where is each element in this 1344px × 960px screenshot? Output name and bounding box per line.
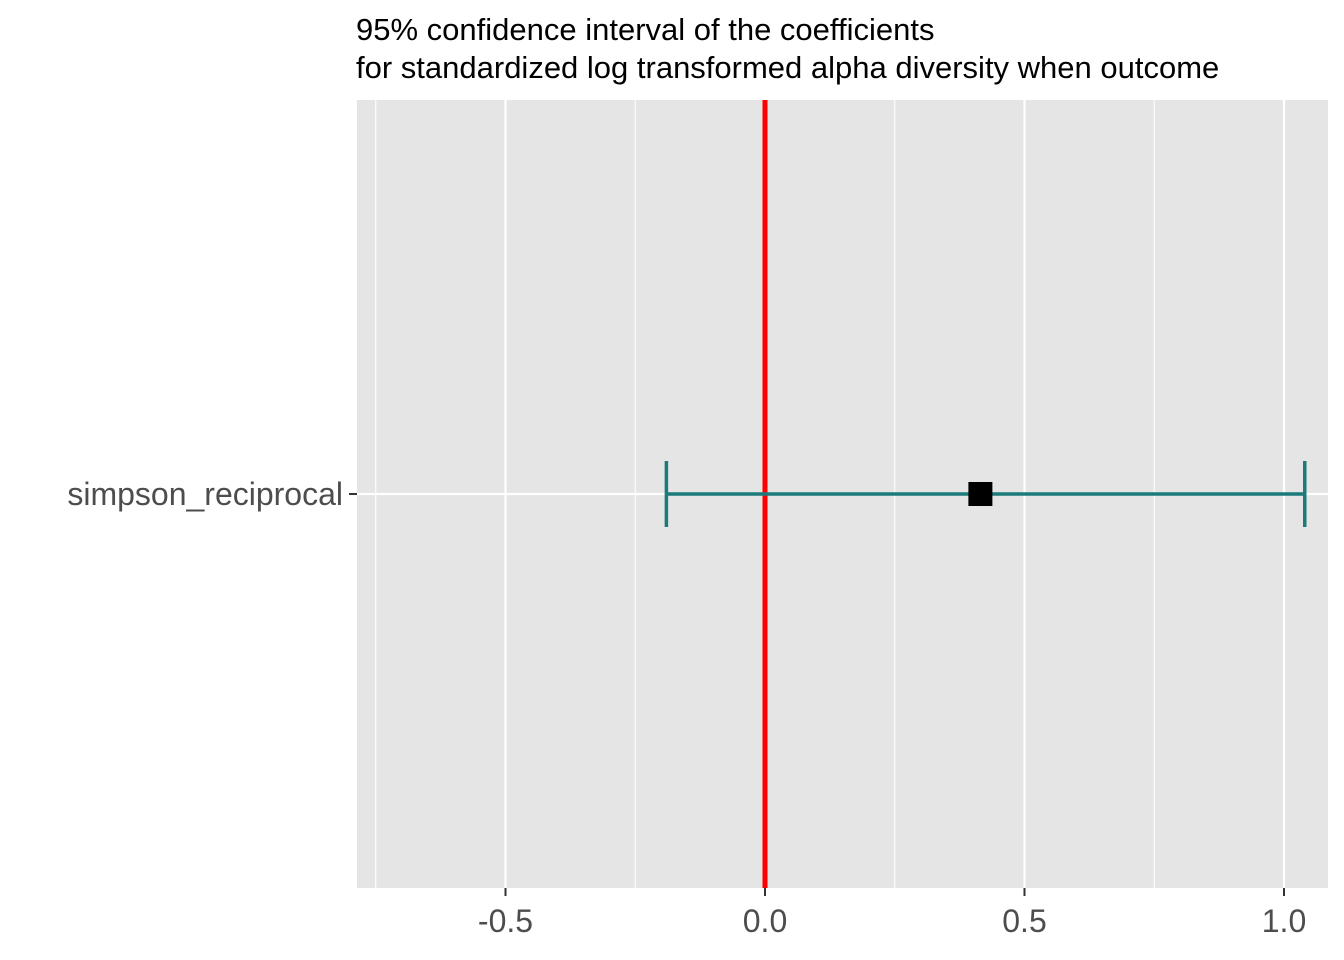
x-tick-label: 0.0	[743, 903, 787, 939]
x-tick-label: -0.5	[478, 903, 533, 939]
points	[968, 482, 993, 506]
y-tick-label: simpson_reciprocal	[67, 476, 343, 512]
x-tick-label: 0.5	[1002, 903, 1046, 939]
x-axis: -0.5 0.0 0.5 1.0	[478, 888, 1306, 939]
point-estimate	[968, 482, 993, 506]
x-tick-label: 1.0	[1262, 903, 1306, 939]
y-axis: simpson_reciprocal	[67, 476, 357, 512]
chart-title: 95% confidence interval of the coefficie…	[356, 12, 934, 47]
chart-subtitle: for standardized log transformed alpha d…	[356, 50, 1219, 85]
